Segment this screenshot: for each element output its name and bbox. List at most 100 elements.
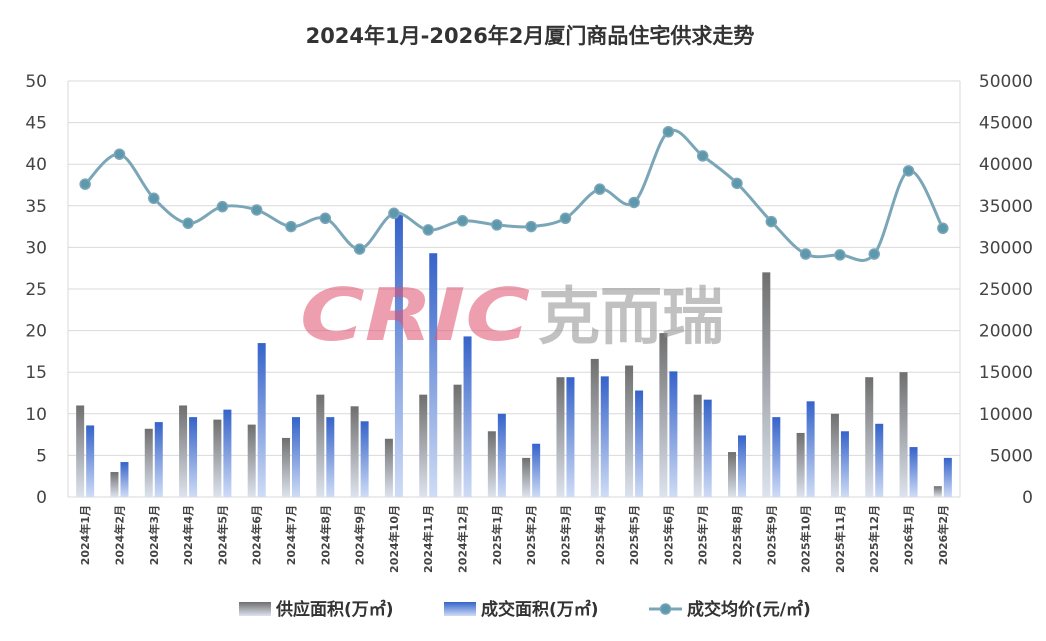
price-point: [422, 224, 434, 236]
bar-supply: [282, 437, 290, 497]
watermark: CRIC 克而瑞: [300, 273, 724, 357]
y-left-tick-label: 0: [36, 488, 47, 508]
bar-supply: [556, 377, 565, 497]
bar-deal: [257, 343, 266, 497]
price-point: [868, 248, 880, 260]
x-tick-label: 2024年2月: [112, 505, 126, 565]
bar-supply: [179, 405, 188, 497]
x-tick-label: 2024年10月: [387, 505, 401, 573]
x-tick-label: 2025年1月: [490, 505, 504, 565]
legend-label-supply: 供应面积(万㎡): [275, 599, 394, 620]
bar-deal: [909, 447, 918, 497]
bar-supply: [419, 394, 428, 497]
bar-supply: [144, 428, 153, 497]
bar-deal: [394, 214, 403, 497]
price-point: [113, 148, 126, 160]
x-tick-label: 2025年3月: [558, 505, 572, 565]
bar-deal: [223, 409, 232, 497]
price-point: [799, 248, 812, 260]
price-point: [148, 192, 160, 205]
x-tick-label: 2025年4月: [593, 505, 607, 565]
x-tick-label: 2025年12月: [867, 505, 881, 573]
y-left-tick-label: 35: [25, 197, 47, 217]
y-right-tick-label: 5000: [990, 446, 1033, 466]
y-left-tick-label: 40: [25, 155, 47, 175]
bar-supply: [830, 413, 839, 497]
y-right-tick-label: 0: [1022, 488, 1033, 508]
legend-swatch-deal: [444, 602, 476, 616]
x-tick-label: 2024年3月: [147, 505, 161, 565]
x-tick-label: 2024年4月: [181, 505, 195, 565]
price-point: [216, 200, 229, 213]
y-right-tick-label: 25000: [979, 280, 1033, 300]
bar-supply: [316, 394, 325, 497]
bar-supply: [899, 372, 908, 497]
bar-deal: [943, 457, 952, 497]
x-tick-label: 2025年9月: [764, 505, 778, 565]
bars: [76, 214, 952, 497]
price-point: [285, 220, 297, 233]
y-left-tick-label: 20: [25, 322, 47, 342]
price-point: [731, 177, 743, 190]
bar-deal: [360, 421, 369, 497]
bar-supply: [590, 358, 599, 497]
bar-supply: [796, 432, 805, 497]
x-tick-label: 2024年9月: [353, 505, 367, 565]
bar-deal: [703, 399, 712, 497]
y-left-tick-label: 5: [36, 446, 47, 466]
bar-deal: [120, 462, 129, 497]
grid: [67, 80, 961, 498]
bar-deal: [429, 253, 438, 497]
x-tick-label: 2025年11月: [833, 505, 847, 573]
x-tick-label: 2025年8月: [730, 505, 744, 565]
bar-deal: [463, 336, 472, 497]
x-tick-label: 2024年12月: [456, 505, 470, 573]
bar-deal: [875, 423, 884, 497]
price-point: [353, 243, 366, 255]
chart-title: 2024年1月-2026年2月厦门商品住宅供求走势: [306, 24, 755, 48]
price-point: [765, 215, 778, 228]
legend-swatch-supply: [239, 602, 271, 616]
x-tick-label: 2025年5月: [627, 505, 641, 565]
bar-supply: [247, 424, 256, 497]
price-point: [696, 150, 709, 162]
y-right-tick-label: 30000: [979, 238, 1033, 258]
watermark-logo: CRIC: [300, 273, 530, 357]
watermark-brand: 克而瑞: [538, 280, 724, 353]
y-right-tick-label: 50000: [979, 72, 1033, 92]
y-left-tick-label: 30: [25, 238, 47, 258]
y-right-tick-label: 15000: [979, 363, 1033, 383]
bar-supply: [659, 333, 668, 497]
legend-swatch-price-marker: [659, 603, 672, 615]
legend-label-deal: 成交面积(万㎡): [481, 599, 599, 620]
y-right-tick-label: 35000: [979, 197, 1033, 217]
legend: 供应面积(万㎡) 成交面积(万㎡) 成交均价(元/㎡): [239, 599, 811, 620]
y-right-tick-label: 40000: [979, 155, 1033, 175]
bar-deal: [772, 417, 781, 497]
y-left-tick-label: 50: [25, 72, 47, 92]
bar-deal: [189, 417, 198, 497]
bar-deal: [154, 422, 163, 497]
price-point: [662, 126, 675, 138]
x-tick-label: 2025年6月: [661, 505, 675, 565]
price-point: [937, 222, 949, 235]
price-point: [594, 183, 606, 195]
x-tick-label: 2024年5月: [215, 505, 229, 565]
bar-supply: [487, 431, 496, 497]
price-point: [79, 178, 91, 190]
y-left-tick-label: 10: [25, 405, 47, 425]
price-line: [79, 126, 949, 262]
bar-supply: [76, 405, 85, 497]
bar-deal: [566, 377, 575, 497]
price-point: [834, 249, 846, 261]
x-tick-label: 2024年8月: [318, 505, 332, 565]
bar-supply: [762, 272, 771, 497]
y-right-tick-label: 10000: [979, 405, 1033, 425]
bar-supply: [213, 419, 222, 497]
x-tick-label: 2026年2月: [936, 505, 950, 565]
bar-deal: [635, 390, 644, 497]
price-point: [628, 196, 640, 209]
price-point: [559, 212, 572, 225]
bar-supply: [693, 394, 702, 497]
bar-supply: [453, 384, 462, 497]
